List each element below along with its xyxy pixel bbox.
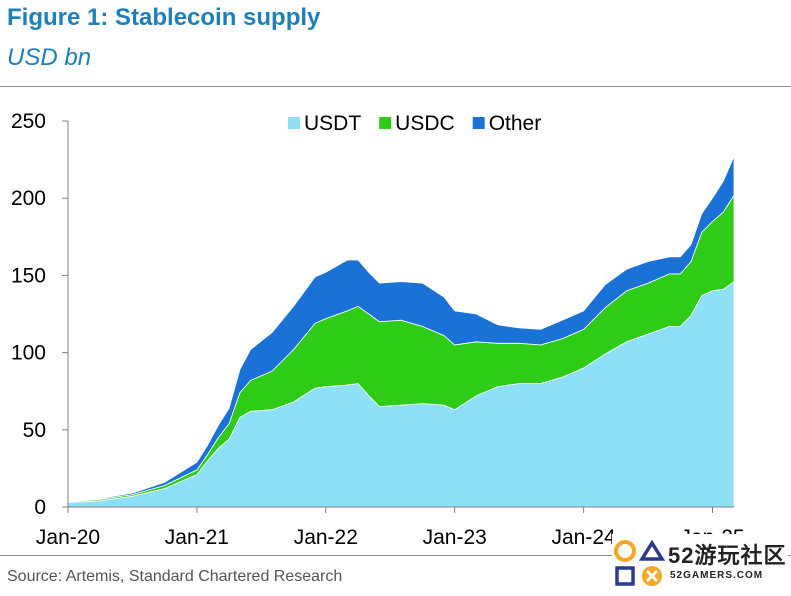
- y-tick-label: 150: [11, 264, 46, 287]
- axes-layer: 0 50 100 150 200 250 Jan-20 Jan-21 Jan-22 Jan-23 J…: [11, 110, 745, 549]
- x-tick-label: Jan-22: [294, 526, 358, 549]
- top-divider: [0, 86, 791, 87]
- watermark-brand: 52游玩社区: [668, 543, 787, 568]
- legend-swatch-other: [472, 117, 485, 129]
- y-tick-label: 50: [23, 419, 46, 442]
- watermark-domain: 52GAMERS.COM: [670, 570, 764, 581]
- y-tick-label: 0: [34, 496, 46, 519]
- y-tick-label: 200: [11, 187, 46, 210]
- figure-subtitle: USD bn: [7, 44, 92, 71]
- y-tick-label: 100: [11, 342, 46, 365]
- x-tick-label: Jan-24: [552, 526, 617, 549]
- area-other: [67, 156, 735, 503]
- chart-legend: USDT USDC Other: [288, 112, 541, 135]
- x-tick-label: Jan-21: [165, 526, 229, 549]
- source-note: Source: Artemis, Standard Chartered Rese…: [7, 568, 343, 585]
- legend-swatch-usdc: [379, 117, 392, 129]
- legend-label-usdt: USDT: [304, 112, 361, 135]
- x-tick-label: Jan-20: [36, 526, 100, 549]
- bottom-divider: [0, 555, 791, 556]
- legend-swatch-usdt: [288, 117, 300, 129]
- watermark: 52游玩社区 52GAMERS.COM: [612, 534, 788, 592]
- legend-label-usdc: USDC: [395, 112, 455, 135]
- y-tick-label: 250: [11, 110, 46, 133]
- figure-title: Figure 1: Stablecoin supply: [7, 4, 321, 31]
- watermark-logo-icon: [614, 539, 666, 586]
- x-tick-label: Jan-23: [423, 526, 487, 549]
- stablecoin-supply-chart: 0 50 100 150 200 250 Jan-20 Jan-21 Jan-22 Jan-23 J…: [11, 110, 745, 549]
- area-layer: [67, 156, 735, 508]
- legend-label-other: Other: [489, 112, 542, 135]
